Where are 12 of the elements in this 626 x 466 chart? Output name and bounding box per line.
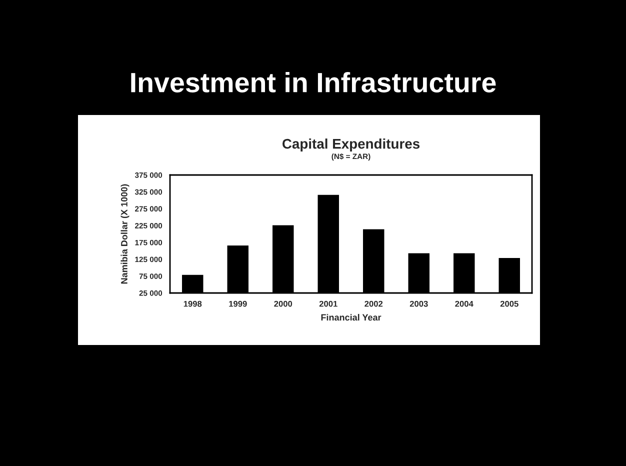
x-tick-label: 2000 (274, 300, 292, 307)
x-axis-title: Financial Year (321, 314, 382, 321)
x-tick-label: 2001 (319, 300, 338, 307)
text: Investment in Infrastructure (131, 72, 496, 92)
x-tick-label: 2002 (364, 300, 383, 307)
chart-title: Capital Expenditures (282, 138, 420, 152)
x-tick-label: 2003 (410, 300, 428, 307)
x-tick-label: 1999 (229, 300, 247, 307)
x-tick-label: 2005 (500, 300, 518, 307)
y-axis-title: Namibia Dollar (X 1000) (120, 184, 130, 284)
x-tick-label: 2004 (455, 300, 474, 307)
x-tick-label: 1998 (184, 300, 202, 307)
